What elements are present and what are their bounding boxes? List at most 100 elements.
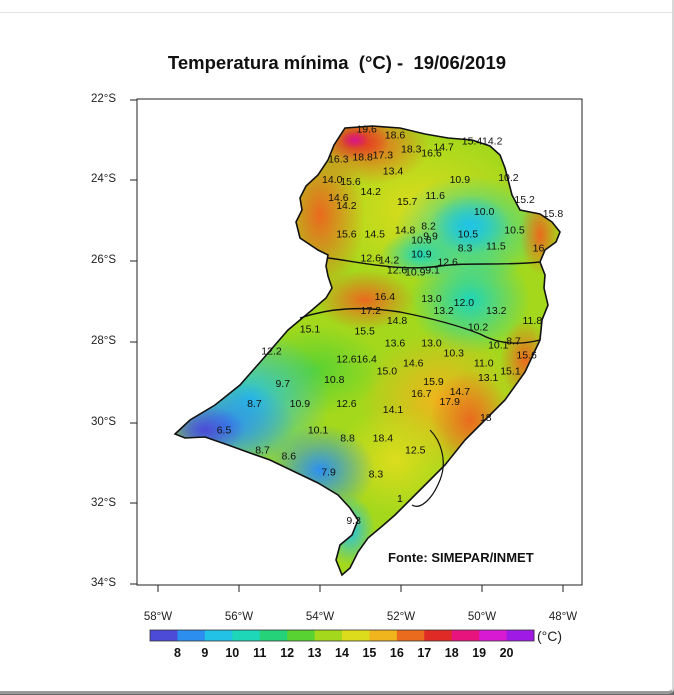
lat-label: 28°S: [90, 335, 116, 347]
station-value: 17.9: [439, 396, 460, 408]
station-value: 15.6: [336, 228, 357, 240]
station-value: 14.1: [383, 404, 404, 416]
station-value: 13.0: [421, 293, 442, 305]
station-value: 14.2: [379, 255, 400, 267]
station-value: 9.3: [346, 515, 361, 527]
station-value: 10.6: [411, 234, 432, 246]
colorbar-frame: [149, 629, 535, 642]
state-border-sc-rs: [299, 307, 541, 344]
station-value: 8.3: [458, 243, 473, 255]
lagoon-outline: [411, 429, 444, 507]
station-value: 14.2: [336, 200, 357, 212]
station-value: 16.6: [421, 148, 442, 160]
station-value: 12.2: [261, 346, 282, 358]
station-value: 12.0: [454, 297, 475, 309]
colorbar-swatch: [369, 630, 398, 641]
station-value: 14.7: [450, 386, 471, 398]
station-value: 11.0: [474, 358, 494, 370]
station-value: 9.1: [425, 265, 440, 277]
colorbar-label: 11: [253, 646, 267, 660]
colorbar-unit: (°C): [537, 628, 563, 644]
lon-label: 58°W: [143, 611, 173, 623]
station-value: 18.6: [385, 129, 406, 141]
station-value: 16.4: [356, 354, 377, 366]
colorbar-swatch: [451, 630, 480, 641]
colorbar: [150, 630, 535, 641]
station-value: 12.6: [387, 265, 408, 277]
station-value: 13.2: [486, 305, 507, 317]
station-value: 15.5: [354, 325, 375, 337]
colorbar-swatch: [479, 630, 508, 641]
colorbar-swatch: [204, 630, 233, 641]
lon-label: 52°W: [386, 611, 416, 623]
station-value: 15.6: [340, 176, 361, 188]
colorbar-swatch: [150, 630, 178, 641]
station-value: 14.7: [433, 142, 454, 154]
station-value: 13.2: [433, 305, 454, 317]
station-value: 8.2: [421, 220, 436, 232]
station-value: 18.8: [352, 152, 373, 164]
station-value: 15.6: [516, 350, 537, 362]
lon-label: 48°W: [548, 611, 578, 623]
station-value: 10.9: [450, 174, 471, 186]
station-value: 10.5: [504, 224, 525, 236]
station-value: 18.3: [401, 144, 422, 156]
station-value: 15.2: [514, 194, 535, 206]
station-value: 14.2: [361, 186, 382, 198]
lat-label: 22°S: [90, 93, 116, 105]
station-value: 10.1: [308, 424, 329, 436]
station-value: 6.5: [217, 424, 232, 436]
station-value: 12.6: [361, 253, 382, 265]
station-value: 9.7: [275, 378, 290, 390]
lat-label: 24°S: [90, 173, 116, 185]
station-value: 16.3: [328, 154, 349, 166]
lat-label: 34°S: [90, 577, 116, 589]
station-value: 11.5: [486, 240, 506, 252]
station-value: 15.1: [300, 323, 321, 335]
map-title: Temperatura mínima (°C) - 19/06/2019: [167, 52, 507, 73]
station-value: 10.9: [411, 249, 432, 261]
colorbar-swatch: [342, 630, 370, 641]
station-value: 8.8: [340, 432, 355, 444]
colorbar-swatch: [232, 630, 261, 641]
colorbar-label: 17: [417, 646, 432, 660]
station-value: 10.9: [405, 267, 426, 279]
station-value: 15.1: [500, 366, 521, 378]
station-value: 10.2: [498, 172, 519, 184]
station-value: 10.5: [458, 228, 479, 240]
station-value: 13.1: [478, 372, 499, 384]
lon-label: 50°W: [467, 611, 497, 623]
colorbar-swatch: [314, 630, 343, 641]
station-value: 11.8: [523, 315, 543, 327]
station-value: 18.4: [373, 432, 394, 444]
colorbar-label: 16: [389, 646, 404, 660]
station-value: 12.5: [405, 445, 426, 457]
station-value: 15.7: [397, 196, 418, 208]
station-value: 10.8: [324, 374, 345, 386]
lon-label: 56°W: [224, 611, 254, 623]
station-value: 16.7: [411, 388, 432, 400]
colorbar-label: 20: [499, 646, 514, 660]
colorbar-label: 19: [472, 646, 487, 660]
station-value: 10.1: [488, 339, 509, 351]
station-value: 8.6: [282, 451, 297, 463]
colorbar-label: 15: [362, 646, 377, 660]
station-value: 11.6: [425, 190, 445, 202]
station-value: 16.4: [375, 291, 396, 303]
station-value: 17.2: [361, 305, 382, 317]
station-value: 14.5: [365, 228, 386, 240]
state-border-pr-sc: [327, 257, 541, 269]
station-value: 14.6: [328, 192, 349, 204]
station-value: 13.4: [383, 166, 404, 178]
colorbar-label: 8: [173, 646, 181, 660]
station-value: 8.3: [369, 469, 384, 481]
station-value: 15.9: [423, 376, 444, 388]
station-value: 10.9: [290, 398, 311, 410]
colorbar-label: 9: [201, 646, 209, 660]
station-value: 12.6: [336, 354, 357, 366]
station-value: 9.9: [423, 230, 438, 242]
colorbar-label: 18: [444, 646, 459, 660]
axis-ticks: [130, 99, 564, 592]
station-value: 14.8: [387, 315, 408, 327]
